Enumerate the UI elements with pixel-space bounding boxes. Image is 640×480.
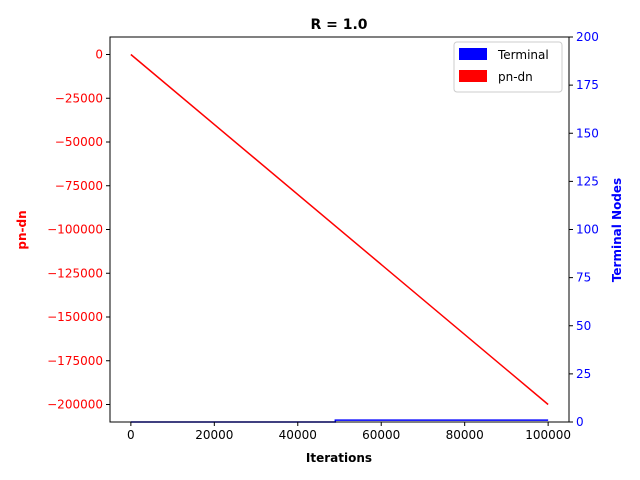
left-y-tick-label: −175000 [47,354,103,368]
left-y-tick-label: −75000 [55,179,103,193]
legend: Terminal pn-dn [453,41,563,93]
right-y-tick-label: 0 [576,415,584,429]
left-y-tick-label: −150000 [47,310,103,324]
x-axis-title: Iterations [306,451,372,465]
x-tick-label: 60000 [362,428,400,442]
legend-label-terminal: Terminal [497,48,549,62]
x-tick-label: 20000 [195,428,233,442]
left-y-axis-ticks: 0 −25000 −50000 −75000 −100000 −125000 −150000… [47,48,110,412]
x-tick-label: 80000 [446,428,484,442]
x-axis-ticks: 0 20000 40000 60000 80000 100000 [127,422,571,442]
right-y-tick-label: 150 [576,126,599,140]
x-tick-label: 100000 [525,428,571,442]
x-tick-label: 40000 [279,428,317,442]
right-y-tick-label: 125 [576,174,599,188]
left-y-tick-label: −100000 [47,223,103,237]
left-y-tick-label: −125000 [47,266,103,280]
right-y-tick-label: 175 [576,78,599,92]
left-y-axis-title: pn-dn [15,210,29,249]
chart-title: R = 1.0 [310,17,367,33]
x-tick-label: 0 [127,428,135,442]
plot-series [130,53,549,423]
right-y-axis-ticks: 0 25 50 75 100 125 150 175 200 [569,30,599,429]
legend-swatch-terminal [459,48,487,60]
right-y-tick-label: 25 [576,367,591,381]
series-line-pn-dn [130,53,549,406]
legend-label-pn-dn: pn-dn [498,70,533,84]
left-y-tick-label: −200000 [47,398,103,412]
left-y-tick-label: −50000 [55,135,103,149]
right-y-axis-title: Terminal Nodes [610,178,624,282]
right-y-tick-label: 200 [576,30,599,44]
left-y-tick-label: −25000 [55,91,103,105]
right-y-tick-label: 100 [576,223,599,237]
right-y-tick-label: 75 [576,271,591,285]
right-y-tick-label: 50 [576,319,591,333]
left-y-tick-label: 0 [95,48,103,62]
legend-swatch-pn-dn [459,70,487,82]
